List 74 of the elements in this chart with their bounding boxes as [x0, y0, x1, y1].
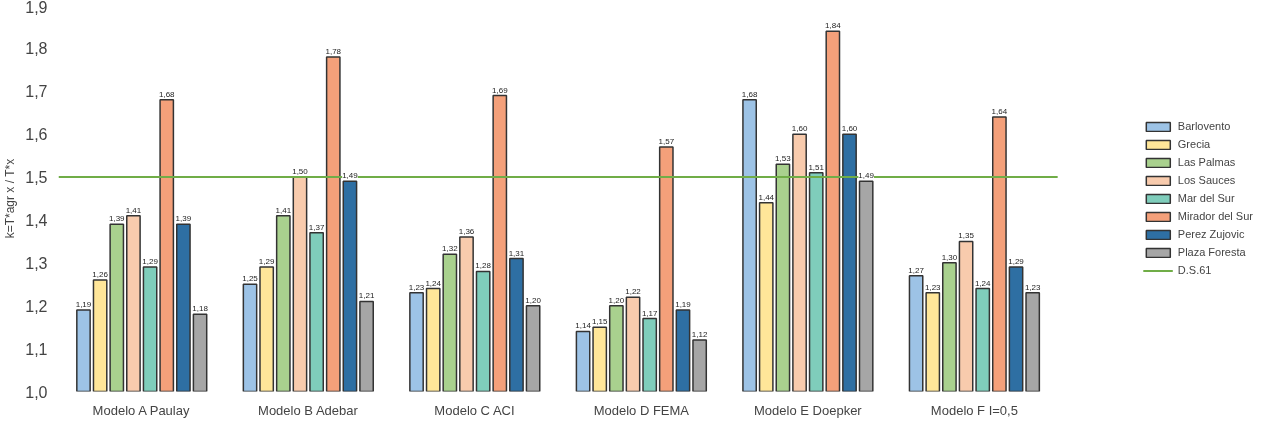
- data-label: 1,20: [608, 295, 625, 305]
- data-label: 1,69: [492, 85, 509, 95]
- data-label: 1,51: [808, 162, 825, 172]
- data-label: 1,28: [475, 261, 492, 271]
- data-label: 1,20: [525, 295, 542, 305]
- data-label: 1,49: [858, 171, 875, 181]
- data-label: 1,41: [125, 205, 142, 215]
- data-label: 1,44: [758, 192, 775, 202]
- y-axis-title: k=T*agr x / T*x: [3, 158, 18, 239]
- data-label: 1,49: [342, 171, 359, 181]
- data-label: 1,68: [741, 89, 758, 99]
- data-label: 1,41: [275, 205, 292, 215]
- legend-label: Los Sauces: [1177, 174, 1236, 186]
- data-label: 1,19: [675, 300, 692, 310]
- y-tick-label: 1,2: [25, 297, 48, 315]
- data-label: 1,68: [158, 89, 176, 99]
- x-tick-label: Modelo A Paulay: [92, 402, 190, 418]
- data-label: 1,29: [258, 257, 275, 267]
- data-label: 1,27: [908, 265, 925, 275]
- data-label: 1,26: [92, 269, 109, 279]
- data-label: 1,31: [508, 248, 525, 258]
- y-tick-label: 1,8: [25, 40, 48, 58]
- x-tick-label: Modelo F I=0,5: [930, 402, 1018, 418]
- data-label: 1,29: [142, 257, 159, 267]
- data-label: 1,23: [1024, 282, 1042, 292]
- legend-label: Perez Zujovic: [1177, 228, 1245, 240]
- data-label: 1,21: [358, 291, 375, 301]
- data-label: 1,23: [924, 282, 942, 292]
- y-tick-label: 1,4: [25, 211, 48, 229]
- data-label: 1,57: [658, 137, 675, 147]
- data-label: 1,37: [308, 222, 325, 232]
- y-tick-label: 1,1: [25, 340, 48, 358]
- data-label: 1,36: [458, 227, 475, 237]
- data-label: 1,19: [75, 300, 92, 310]
- data-label: 1,60: [841, 124, 858, 134]
- data-label: 1,17: [641, 308, 659, 318]
- data-label: 1,24: [425, 278, 442, 288]
- data-label: 1,60: [791, 124, 808, 134]
- data-label: 1,39: [109, 214, 126, 224]
- data-label: 1,12: [691, 330, 708, 340]
- x-tick-label: Modelo E Doepker: [754, 402, 863, 418]
- data-label: 1,22: [625, 287, 642, 297]
- x-tick-label: Modelo D FEMA: [593, 402, 690, 418]
- data-label: 1,35: [958, 231, 975, 241]
- x-tick-label: Modelo C ACI: [434, 402, 515, 418]
- data-label: 1,84: [825, 21, 842, 31]
- data-label: 1,29: [1008, 257, 1025, 267]
- data-label: 1,39: [175, 214, 192, 224]
- y-tick-label: 1,9: [25, 0, 48, 16]
- y-tick-label: 1,6: [25, 126, 48, 144]
- data-label: 1,50: [292, 167, 309, 177]
- data-label: 1,78: [325, 46, 342, 56]
- data-label: 1,14: [575, 321, 592, 331]
- legend-label: D.S.61: [1177, 264, 1212, 276]
- legend-label: Las Palmas: [1177, 156, 1236, 168]
- data-label: 1,23: [408, 282, 425, 292]
- data-label: 1,53: [775, 154, 792, 164]
- legend-label: Mirador del Sur: [1177, 210, 1253, 222]
- y-tick-label: 1,0: [25, 383, 48, 401]
- data-label: 1,25: [242, 274, 259, 284]
- x-tick-label: Modelo B Adebar: [258, 402, 359, 418]
- y-tick-label: 1,7: [25, 83, 48, 101]
- legend-label: Grecia: [1177, 138, 1211, 150]
- data-label: 1,15: [591, 317, 609, 327]
- y-tick-label: 1,5: [25, 169, 48, 187]
- y-tick-label: 1,3: [25, 254, 48, 272]
- legend-label: Barlovento: [1177, 120, 1231, 132]
- legend-label: Mar del Sur: [1177, 192, 1235, 204]
- data-label: 1,24: [974, 278, 992, 288]
- data-label: 1,32: [442, 244, 459, 254]
- legend-label: Plaza Foresta: [1177, 246, 1246, 258]
- data-label: 1,30: [941, 252, 958, 262]
- data-label: 1,64: [991, 107, 1008, 117]
- data-label: 1,18: [192, 304, 209, 314]
